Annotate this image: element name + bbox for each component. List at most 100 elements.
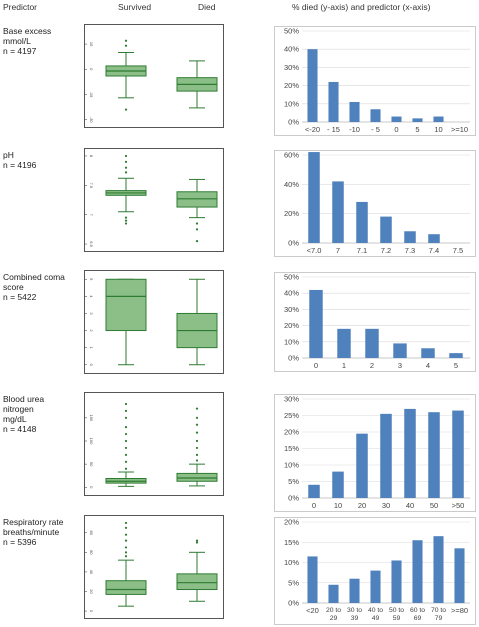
- x-tick-label: 7: [336, 246, 340, 255]
- survived-outlier-point: [124, 171, 128, 174]
- predictor-n: n = 4196: [3, 160, 37, 170]
- boxplot-panel: 0 20 40 60 80: [84, 515, 224, 619]
- bar-chart: 0% 5% 10% 15% 20% 25% 30% 0 10 20 30 40 50 >50: [274, 394, 476, 512]
- x-tick-label: - 15: [327, 125, 340, 134]
- x-tick-label: 7.1: [357, 246, 367, 255]
- survived-outlier-point: [124, 467, 128, 470]
- boxplot-tick-label: 0: [89, 68, 94, 71]
- boxplot-tick-label: 20: [89, 589, 94, 594]
- pct-died-header: % died (y-axis) and predictor (x-axis): [292, 2, 431, 12]
- bar: [391, 116, 402, 122]
- y-tick-label: 0%: [288, 599, 299, 608]
- x-tick-label: 7.3: [405, 246, 415, 255]
- bar: [370, 109, 381, 122]
- bar: [328, 81, 339, 122]
- survived-outlier-point: [124, 216, 128, 219]
- boxplot-frame: [84, 24, 224, 128]
- y-tick-label: 20%: [284, 209, 299, 218]
- bar-chart: 0% 10% 20% 30% 40% 50% <-20 - 15 -10 - 5 0 5 10 >=10: [274, 26, 476, 136]
- boxplot-tick-label: 50: [89, 462, 94, 467]
- predictor-n: n = 5422: [3, 292, 37, 302]
- y-tick-label: 60%: [284, 151, 299, 160]
- bar: [433, 116, 444, 122]
- boxplot-tick-label: 6.5: [89, 241, 94, 247]
- bar: [404, 408, 416, 498]
- bar: [356, 201, 368, 243]
- died-outlier-point: [195, 222, 199, 225]
- boxplot-tick-label: 7: [89, 214, 94, 217]
- died-outlier-point: [195, 423, 199, 426]
- x-tick-label: - 5: [371, 125, 380, 134]
- bar: [412, 118, 423, 122]
- survived-outlier-point: [124, 460, 128, 463]
- predictor-label-line: Blood urea: [3, 394, 45, 404]
- boxplot-tick-label: 40: [89, 570, 94, 575]
- y-tick-label: 20%: [284, 321, 299, 330]
- y-tick-label: 0%: [288, 239, 299, 248]
- x-tick-label-line: 59: [393, 615, 401, 622]
- bar-chart: 0% 5% 10% 15% 20% <20 20 to 29 30 to 39 40 to 49 50 …: [274, 517, 476, 625]
- y-tick-label: 50%: [284, 273, 299, 282]
- predictor-header: Predictor: [3, 2, 38, 12]
- bar: [328, 584, 339, 603]
- bar: [404, 231, 416, 243]
- x-tick-label: 60 to 69: [410, 607, 425, 622]
- x-tick-label-line: 69: [414, 615, 422, 622]
- x-tick-label: 5: [454, 361, 458, 370]
- died-outlier-point: [195, 541, 199, 544]
- bar-chart: 0% 20% 40% 60% <7.0 7 7.1 7.2 7.3 7.4 7.5: [274, 150, 476, 257]
- x-tick-label-line: 40 to: [368, 607, 383, 614]
- survived-outlier-point: [124, 526, 128, 529]
- bar: [380, 216, 392, 243]
- x-tick-label: 50 to 59: [389, 607, 404, 622]
- x-tick-label: 10: [334, 501, 342, 510]
- y-tick-label: 0%: [288, 354, 299, 363]
- y-tick-label: 30%: [284, 63, 299, 72]
- x-tick-label: 50: [430, 501, 438, 510]
- survived-outlier-point: [124, 108, 128, 111]
- y-tick-label: 20%: [284, 518, 299, 527]
- y-tick-label: 20%: [284, 428, 299, 437]
- bar: [428, 234, 440, 243]
- boxplot-panel: 0 50 100 150: [84, 392, 224, 496]
- y-tick-label: 50%: [284, 27, 299, 36]
- bar: [307, 556, 318, 603]
- x-tick-label: 10: [434, 125, 442, 134]
- boxplot-tick-label: 4: [89, 295, 94, 298]
- boxplot-tick-label: 7.5: [89, 183, 94, 189]
- survived-outlier-point: [124, 416, 128, 419]
- died-outlier-point: [195, 407, 199, 410]
- x-tick-label: 30: [382, 501, 390, 510]
- bar: [391, 560, 402, 603]
- predictor-label-line: pH: [3, 150, 14, 160]
- predictor-label: Respiratory rate breaths/minute n = 5396: [3, 517, 83, 547]
- survived-outlier-point: [124, 546, 128, 549]
- bar: [433, 536, 444, 603]
- bar: [308, 484, 320, 498]
- x-tick-label: -10: [349, 125, 360, 134]
- bar: [332, 471, 344, 498]
- bar: [421, 348, 435, 358]
- survived-outlier-point: [124, 154, 128, 158]
- survived-outlier-point: [124, 555, 128, 558]
- x-tick-label: 3: [398, 361, 402, 370]
- x-tick-label: 1: [342, 361, 346, 370]
- survived-outlier-point: [124, 533, 128, 536]
- x-tick-label: >=10: [451, 125, 468, 134]
- x-tick-label: 40: [406, 501, 414, 510]
- survived-outlier-point: [124, 453, 128, 456]
- predictor-label-line: Base excess: [3, 26, 52, 36]
- predictor-label-line: score: [3, 282, 24, 292]
- bar: [337, 328, 351, 358]
- survived-outlier-point: [124, 521, 128, 525]
- x-tick-label-line: 49: [372, 615, 380, 622]
- died-outlier-point: [195, 228, 199, 231]
- bar: [449, 353, 463, 358]
- x-tick-label-line: 60 to: [410, 607, 425, 614]
- x-tick-label-line: 20 to: [326, 607, 341, 614]
- x-tick-label: 70 to 79: [431, 607, 446, 622]
- boxplot-tick-label: 5: [89, 278, 94, 281]
- bar: [349, 578, 360, 603]
- predictor-n: n = 4197: [3, 46, 37, 56]
- survived-outlier-point: [124, 219, 128, 222]
